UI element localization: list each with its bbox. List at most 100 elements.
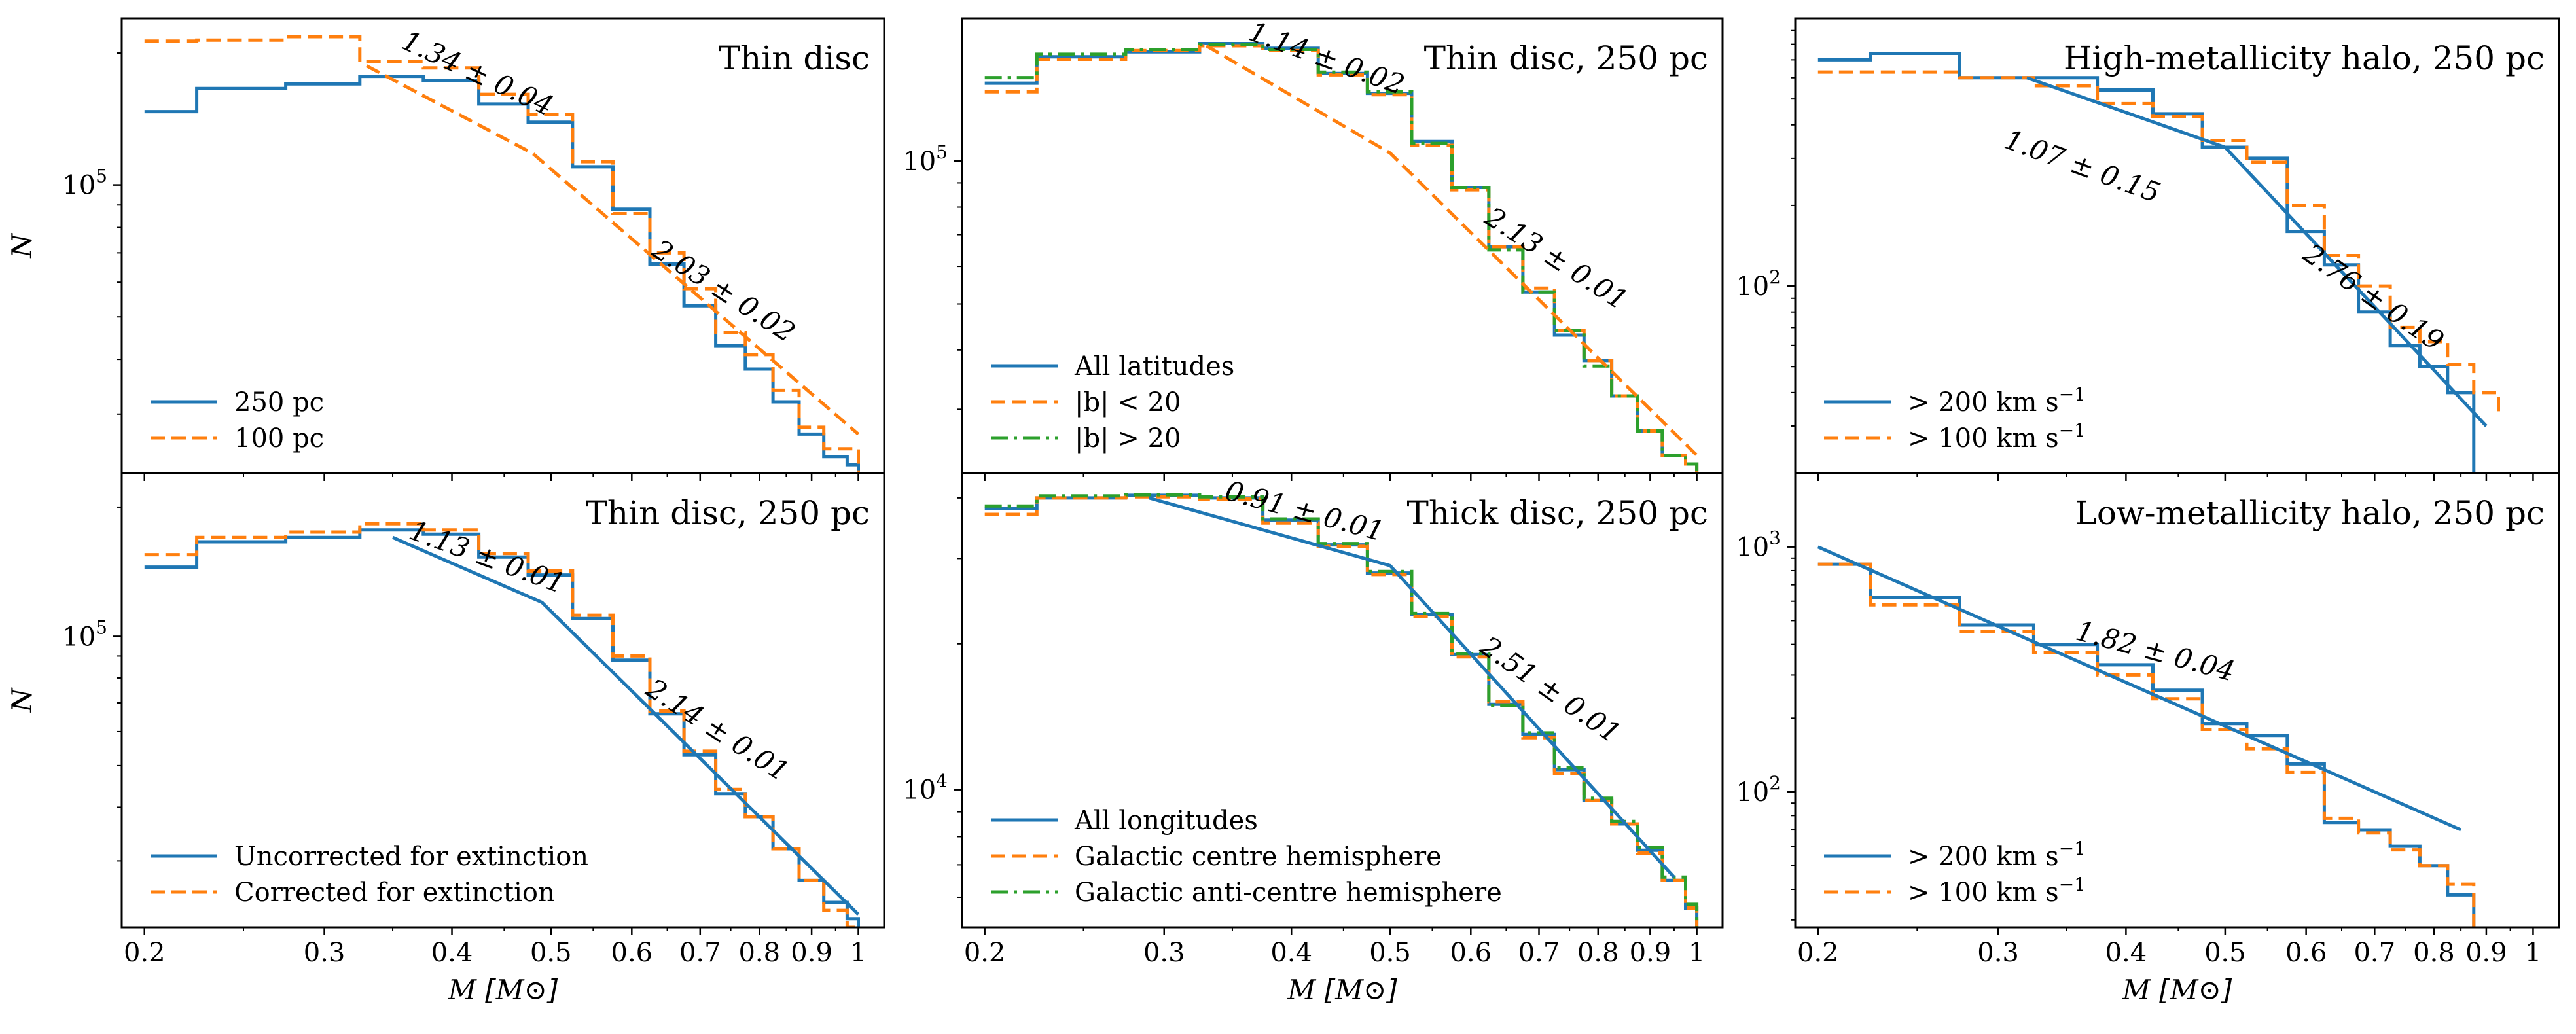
panel-title: Thin disc bbox=[719, 39, 870, 77]
legend-label: Galactic anti-centre hemisphere bbox=[1075, 878, 1502, 908]
legend-label-text: All latitudes bbox=[1074, 351, 1234, 382]
legend-label-superscript: −1 bbox=[2059, 383, 2086, 405]
legend-label-text: Galactic anti-centre hemisphere bbox=[1075, 878, 1502, 908]
x-tick-label: 0.7 bbox=[679, 938, 721, 968]
x-tick-label: 1 bbox=[1689, 938, 1705, 968]
x-tick-label: 0.4 bbox=[1270, 938, 1312, 968]
y-tick-base: 10 bbox=[903, 776, 936, 806]
x-tick-label: 0.3 bbox=[304, 938, 346, 968]
legend-label: > 200 km s−1 bbox=[1908, 838, 2086, 872]
series-line-1 bbox=[144, 35, 860, 473]
fit-slope-label: 1.34 ± 0.04 bbox=[397, 24, 558, 122]
y-tick-label: 105 bbox=[62, 166, 107, 201]
x-tick-label: 1 bbox=[850, 938, 867, 968]
series-line-2 bbox=[984, 43, 1699, 473]
fit-slope-label: 2.14 ± 0.01 bbox=[640, 672, 795, 788]
x-tick-label: 0.5 bbox=[2204, 938, 2246, 968]
x-tick-label: 0.2 bbox=[1797, 938, 1839, 968]
legend-label: |b| < 20 bbox=[1075, 387, 1181, 418]
x-tick-label: 1 bbox=[2525, 938, 2541, 968]
x-tick-label: 0.8 bbox=[2413, 938, 2455, 968]
y-tick-base: 10 bbox=[1736, 533, 1769, 563]
legend: All latitudes |b| < 20 |b| > 20 bbox=[991, 351, 1234, 454]
y-tick-exponent: 2 bbox=[1769, 266, 1781, 288]
legend-label-text: |b| < 20 bbox=[1075, 387, 1181, 418]
plot-area bbox=[144, 35, 860, 473]
panel-title: Thick disc, 250 pc bbox=[1406, 494, 1708, 532]
panel-thin-disc-extinction: 0.2 0.3 0.4 0.5 0.6 0.7 0.8 0.9 1 105 N M [M⊙] Thin … bbox=[6, 472, 885, 1006]
legend-label-text: > 100 km s bbox=[1908, 878, 2059, 908]
y-tick-label: 105 bbox=[62, 616, 107, 652]
y-tick-base: 10 bbox=[1736, 272, 1769, 302]
legend: 250 pc 100 pc bbox=[151, 387, 324, 454]
legend-label: 250 pc bbox=[234, 387, 324, 418]
x-axis-label: M [M⊙] bbox=[2122, 974, 2232, 1006]
legend: Uncorrected for extinction Corrected for … bbox=[151, 842, 588, 908]
x-tick-label: 0.8 bbox=[1577, 938, 1619, 968]
legend-label-superscript: −1 bbox=[2059, 419, 2086, 441]
legend-label: 100 pc bbox=[234, 423, 324, 454]
legend-label: Uncorrected for extinction bbox=[234, 842, 588, 872]
legend-label-text: > 200 km s bbox=[1908, 387, 2059, 418]
fit-line-3 bbox=[1205, 44, 1698, 457]
legend-label: > 100 km s−1 bbox=[1908, 874, 2086, 908]
x-tick-label: 0.7 bbox=[2353, 938, 2395, 968]
plot-area bbox=[984, 42, 1699, 473]
legend-label: Corrected for extinction bbox=[234, 878, 555, 908]
x-tick-label: 0.4 bbox=[431, 938, 473, 968]
legend-label: All longitudes bbox=[1074, 806, 1258, 836]
series-line-0 bbox=[1817, 562, 2476, 927]
x-tick-label: 0.8 bbox=[738, 938, 780, 968]
legend-label-text: Corrected for extinction bbox=[234, 878, 555, 908]
x-tick-label: 0.9 bbox=[1630, 938, 1672, 968]
plot-area bbox=[1817, 52, 2500, 473]
x-tick-label: 0.2 bbox=[124, 938, 166, 968]
y-tick-exponent: 4 bbox=[936, 770, 948, 792]
legend-label-superscript: −1 bbox=[2059, 838, 2086, 859]
plot-area bbox=[1817, 545, 2476, 927]
fit-slope-label: 0.91 ± 0.01 bbox=[1222, 474, 1387, 548]
x-axis-label: M [M⊙] bbox=[1287, 974, 1397, 1006]
y-tick-exponent: 5 bbox=[96, 616, 107, 638]
fit-slope-label: 1.13 ± 0.01 bbox=[405, 514, 569, 599]
y-tick-base: 10 bbox=[1736, 777, 1769, 808]
legend-label: > 200 km s−1 bbox=[1908, 383, 2086, 418]
x-tick-label: 0.4 bbox=[2105, 938, 2147, 968]
panel-thick-disc: 0.2 0.3 0.4 0.5 0.6 0.7 0.8 0.9 1 104 M [M⊙] Thick … bbox=[903, 472, 1724, 1006]
series-line-0 bbox=[144, 75, 860, 473]
y-axis-label: N bbox=[6, 233, 38, 258]
x-tick-label: 0.2 bbox=[964, 938, 1006, 968]
y-tick-exponent: 5 bbox=[96, 166, 107, 187]
legend-label-text: |b| > 20 bbox=[1075, 423, 1181, 454]
y-tick-label: 105 bbox=[903, 141, 948, 177]
legend-label: > 100 km s−1 bbox=[1908, 419, 2086, 454]
fit-line-2 bbox=[392, 535, 860, 916]
legend-label-text: Galactic centre hemisphere bbox=[1075, 842, 1442, 872]
plot-area bbox=[144, 522, 860, 927]
fit-slope-label: 1.07 ± 0.15 bbox=[2000, 123, 2164, 209]
panel-thin-disc-latitude: 105 Thin disc, 250 pc 1.14 ± 0.02 2.13 ± 0.… bbox=[903, 15, 1724, 481]
y-tick-label: 102 bbox=[1736, 772, 1781, 808]
legend-label-text: 250 pc bbox=[234, 387, 324, 418]
axes-frame bbox=[120, 472, 885, 929]
y-tick-label: 102 bbox=[1736, 266, 1781, 302]
x-tick-label: 0.9 bbox=[791, 938, 832, 968]
y-tick-base: 10 bbox=[903, 147, 936, 177]
fit-line-2 bbox=[2026, 76, 2488, 427]
y-tick-label: 103 bbox=[1736, 527, 1781, 563]
x-tick-label: 0.6 bbox=[1450, 938, 1492, 968]
panel-title: Thin disc, 250 pc bbox=[1424, 39, 1708, 77]
legend-label: |b| > 20 bbox=[1075, 423, 1181, 454]
y-tick-label: 104 bbox=[903, 770, 948, 806]
panel-title: High-metallicity halo, 250 pc bbox=[2064, 39, 2545, 77]
y-tick-exponent: 2 bbox=[1769, 772, 1781, 794]
y-tick-exponent: 3 bbox=[1769, 527, 1781, 549]
series-line-1 bbox=[1817, 562, 2476, 927]
x-tick-label: 0.5 bbox=[1369, 938, 1411, 968]
fit-slope-label: 2.76 ± 0.19 bbox=[2297, 237, 2450, 357]
panel-high-metallicity-halo: 102 High-metallicity halo, 250 pc 1.07 ± 0… bbox=[1736, 17, 2560, 481]
x-tick-label: 0.7 bbox=[1518, 938, 1560, 968]
series-line-2 bbox=[984, 493, 1699, 927]
